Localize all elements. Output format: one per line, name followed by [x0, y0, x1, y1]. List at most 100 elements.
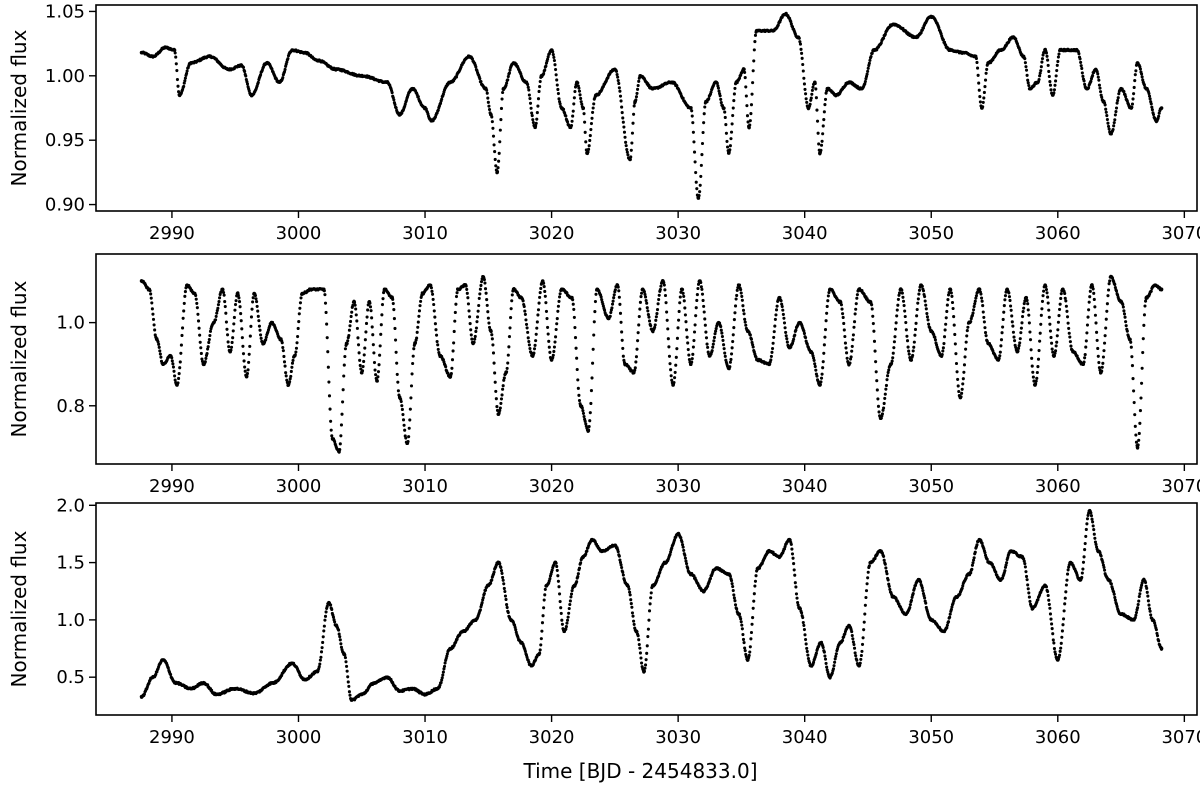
sample-point	[854, 302, 858, 306]
sample-point	[700, 141, 705, 146]
sample-point	[923, 299, 927, 303]
sample-point	[178, 360, 182, 364]
sample-point	[322, 289, 326, 293]
sample-point	[240, 336, 244, 340]
sample-point	[965, 334, 969, 338]
sample-point	[1105, 309, 1109, 313]
sample-point	[721, 338, 725, 342]
sample-point	[224, 311, 228, 315]
sample-point	[843, 341, 847, 345]
sample-point	[784, 330, 788, 334]
sample-point	[380, 313, 384, 317]
sample-point	[396, 380, 400, 384]
sample-point	[226, 333, 230, 337]
sample-point	[170, 356, 174, 360]
sample-point	[961, 377, 965, 381]
sample-point	[616, 75, 620, 79]
sample-point	[666, 337, 670, 341]
sample-point	[1132, 389, 1136, 393]
sample-point	[1029, 348, 1033, 352]
sample-point	[752, 59, 756, 63]
sample-point	[639, 295, 643, 299]
sample-point	[895, 314, 899, 318]
sample-point	[568, 602, 572, 607]
sample-point	[1140, 72, 1144, 76]
sample-point	[1046, 58, 1050, 62]
sample-point	[439, 681, 443, 685]
sample-point	[640, 291, 644, 295]
x-tick-label: 3010	[402, 223, 448, 244]
sample-point	[782, 321, 787, 325]
sample-point	[699, 174, 703, 178]
sample-point	[453, 319, 457, 323]
sample-point	[978, 287, 982, 291]
sample-point	[961, 382, 965, 386]
sample-point	[577, 393, 581, 397]
sample-point	[819, 148, 823, 152]
sample-point	[811, 85, 815, 89]
sample-point	[839, 300, 843, 304]
sample-point	[685, 562, 689, 566]
sample-point	[526, 85, 530, 89]
sample-point	[848, 361, 852, 365]
sample-point	[577, 398, 582, 403]
sample-point	[318, 658, 322, 662]
sample-point	[555, 322, 559, 326]
sample-point	[413, 341, 418, 345]
sample-point	[628, 593, 632, 597]
sample-point	[840, 307, 844, 311]
panel-2: 2990300030103020303030403050306030700.81…	[7, 253, 1200, 497]
sample-point	[672, 380, 676, 385]
sample-point	[551, 356, 555, 360]
sample-point	[247, 89, 251, 93]
sample-point	[526, 83, 530, 87]
sample-point	[572, 315, 576, 319]
sample-point	[719, 325, 723, 329]
sample-point	[1054, 74, 1058, 78]
plot-frame	[95, 4, 1198, 212]
sample-point	[645, 651, 649, 655]
sample-point	[746, 120, 750, 124]
sample-point	[747, 126, 751, 130]
sample-point	[877, 410, 881, 414]
sample-point	[804, 97, 808, 101]
sample-point	[284, 374, 288, 378]
sample-point	[548, 577, 552, 581]
sample-point	[625, 147, 629, 152]
sample-point	[1031, 370, 1035, 374]
sample-point	[966, 325, 970, 329]
sample-point	[288, 377, 292, 381]
sample-point	[1067, 331, 1071, 335]
sample-point	[370, 325, 374, 329]
sample-point	[891, 356, 895, 360]
sample-point	[933, 335, 937, 339]
sample-point	[802, 329, 806, 333]
sample-point	[491, 126, 495, 130]
x-tick-label: 2990	[149, 476, 195, 497]
sample-point	[555, 568, 559, 572]
sample-point	[616, 550, 620, 554]
sample-point	[694, 170, 698, 175]
sample-point	[418, 304, 422, 308]
sample-point	[183, 290, 187, 294]
sample-point	[400, 407, 404, 412]
sample-point	[552, 55, 556, 59]
sample-point	[1017, 344, 1021, 348]
y-tick-label: 1.00	[45, 66, 85, 87]
sample-point	[782, 316, 786, 320]
sample-point	[700, 287, 704, 291]
sample-point	[1087, 300, 1091, 304]
sample-point	[348, 324, 352, 328]
sample-point	[181, 316, 185, 320]
sample-point	[784, 334, 788, 338]
sample-point	[774, 308, 779, 312]
sample-point	[665, 310, 669, 314]
sample-point	[630, 605, 634, 609]
sample-point	[429, 283, 433, 287]
sample-point	[281, 349, 285, 353]
sample-point	[347, 684, 351, 688]
sample-point	[634, 360, 638, 364]
sample-point	[896, 297, 900, 301]
sample-point	[618, 558, 622, 562]
sample-point	[505, 370, 509, 374]
